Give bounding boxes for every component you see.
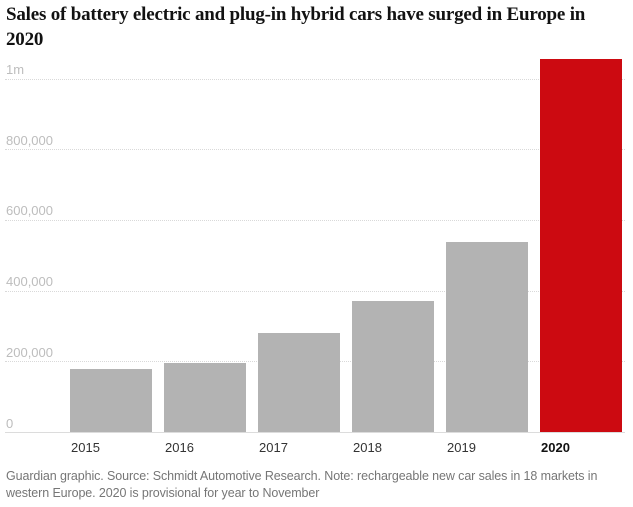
x-axis-label-2020: 2020 — [541, 440, 570, 455]
bar-2018 — [352, 300, 434, 433]
x-axis-label-2015: 2015 — [71, 440, 100, 455]
y-axis-tick-400,000: 400,000 — [6, 274, 53, 290]
y-axis-tick-200,000: 200,000 — [6, 344, 53, 360]
gridline-1m — [5, 78, 625, 80]
source-note: Guardian graphic. Source: Schmidt Automo… — [6, 469, 598, 500]
bar-2017 — [258, 332, 340, 433]
chart-title-line2: 2020 — [6, 29, 44, 50]
y-axis-tick-600,000: 600,000 — [6, 203, 53, 219]
y-axis-tick-800,000: 800,000 — [6, 132, 53, 148]
bar-2020 — [540, 58, 622, 433]
bar-2015 — [70, 368, 152, 433]
x-axis-label-2019: 2019 — [447, 440, 476, 455]
bar-2016 — [164, 362, 246, 433]
gridline-600,000 — [5, 219, 625, 221]
x-axis-label-2017: 2017 — [259, 440, 288, 455]
chart-title: Sales of battery electric and plug-in hy… — [6, 2, 630, 52]
y-axis-tick-1m: 1m — [6, 62, 25, 77]
y-axis-tick-0: 0 — [6, 415, 14, 431]
gridline-800,000 — [5, 149, 625, 151]
gridline-0 — [5, 432, 625, 433]
chart-title-line1: Sales of battery electric and plug-in hy… — [6, 4, 586, 25]
x-axis-label-2018: 2018 — [353, 440, 382, 455]
bar-2019 — [446, 241, 528, 433]
x-axis-label-2016: 2016 — [165, 440, 194, 455]
gridline-400,000 — [5, 290, 625, 292]
